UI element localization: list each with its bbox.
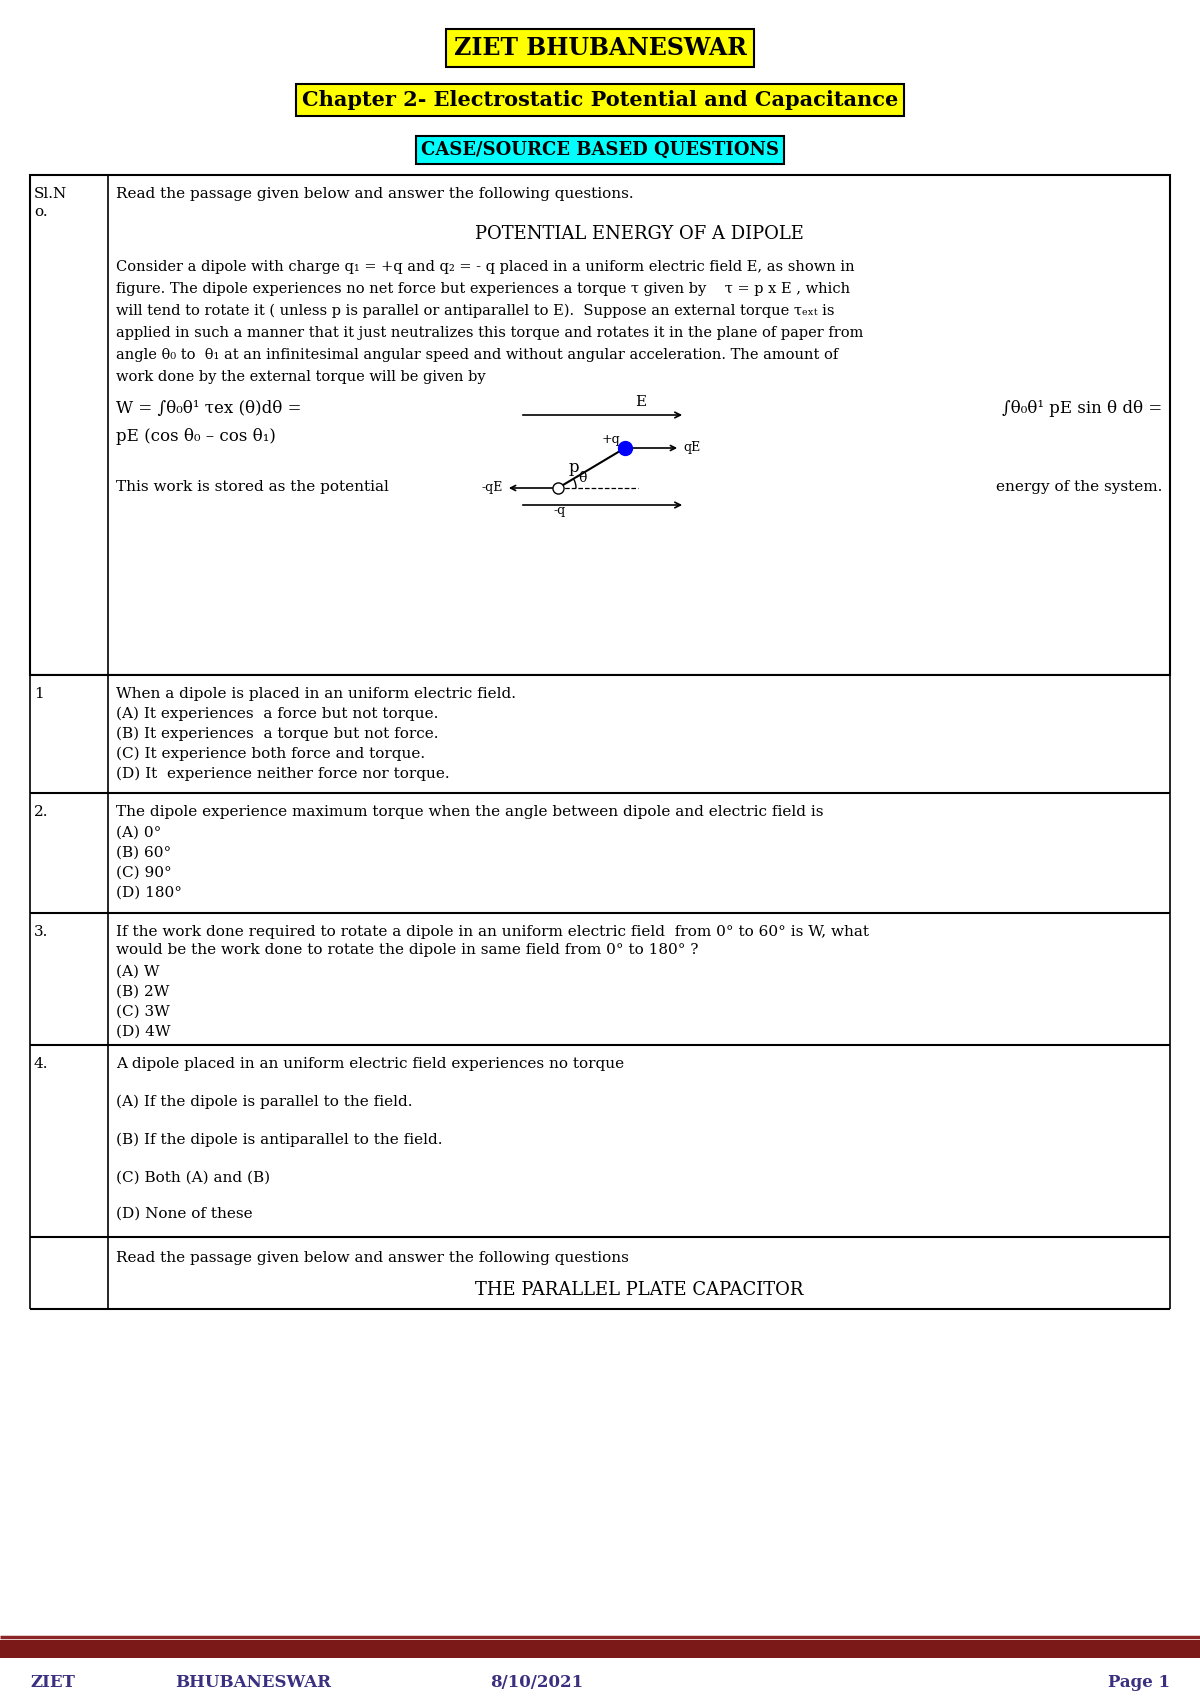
Text: BHUBANESWAR: BHUBANESWAR: [175, 1673, 331, 1690]
Text: ZIET: ZIET: [30, 1673, 74, 1690]
Text: (A) It experiences  a force but not torque.: (A) It experiences a force but not torqu…: [116, 708, 438, 721]
Bar: [30, 675, 1170, 792]
Text: Read the passage given below and answer the following questions: Read the passage given below and answer …: [116, 1251, 629, 1264]
Text: 1: 1: [34, 687, 43, 701]
Bar: [30, 1045, 1170, 1237]
Text: (B) It experiences  a torque but not force.: (B) It experiences a torque but not forc…: [116, 726, 438, 742]
Text: W = ∫θ₀θ¹ τex (θ)dθ =: W = ∫θ₀θ¹ τex (θ)dθ =: [116, 400, 301, 417]
Text: This work is stored as the potential: This work is stored as the potential: [116, 480, 389, 494]
Text: POTENTIAL ENERGY OF A DIPOLE: POTENTIAL ENERGY OF A DIPOLE: [474, 226, 804, 243]
Text: (C) 3W: (C) 3W: [116, 1005, 169, 1018]
Text: If the work done required to rotate a dipole in an uniform electric field  from : If the work done required to rotate a di…: [116, 925, 869, 938]
Text: (D) 180°: (D) 180°: [116, 886, 182, 899]
Text: (A) 0°: (A) 0°: [116, 826, 161, 840]
Bar: [30, 1237, 1170, 1308]
Text: (D) 4W: (D) 4W: [116, 1025, 170, 1039]
Text: will tend to rotate it ( unless p is parallel or antiparallel to E).  Suppose an: will tend to rotate it ( unless p is par…: [116, 304, 834, 319]
Text: -qE: -qE: [481, 482, 503, 494]
Text: +q: +q: [601, 433, 620, 446]
Text: (C) 90°: (C) 90°: [116, 865, 172, 881]
Text: figure. The dipole experiences no net force but experiences a torque τ given by : figure. The dipole experiences no net fo…: [116, 282, 850, 295]
Text: (B) 60°: (B) 60°: [116, 847, 172, 860]
Text: θ: θ: [578, 472, 587, 485]
Text: would be the work done to rotate the dipole in same field from 0° to 180° ?: would be the work done to rotate the dip…: [116, 944, 698, 957]
Text: (A) W: (A) W: [116, 966, 160, 979]
Text: o.: o.: [34, 205, 48, 219]
Text: (B) 2W: (B) 2W: [116, 984, 169, 1000]
Text: work done by the external torque will be given by: work done by the external torque will be…: [116, 370, 486, 384]
Text: (D) None of these: (D) None of these: [116, 1207, 253, 1222]
Text: 2.: 2.: [34, 804, 48, 820]
Text: pE (cos θ₀ – cos θ₁): pE (cos θ₀ – cos θ₁): [116, 428, 276, 445]
Text: (C) Both (A) and (B): (C) Both (A) and (B): [116, 1171, 270, 1185]
Text: ∫θ₀θ¹ pE sin θ dθ =: ∫θ₀θ¹ pE sin θ dθ =: [1002, 400, 1162, 417]
Text: p: p: [568, 460, 578, 477]
Text: 3.: 3.: [34, 925, 48, 938]
Text: applied in such a manner that it just neutralizes this torque and rotates it in : applied in such a manner that it just ne…: [116, 326, 863, 339]
Text: THE PARALLEL PLATE CAPACITOR: THE PARALLEL PLATE CAPACITOR: [475, 1281, 803, 1298]
Text: The dipole experience maximum torque when the angle between dipole and electric : The dipole experience maximum torque whe…: [116, 804, 823, 820]
Bar: [30, 792, 1170, 913]
Text: 4.: 4.: [34, 1057, 48, 1071]
Text: Page 1: Page 1: [1108, 1673, 1170, 1690]
Text: A dipole placed in an uniform electric field experiences no torque: A dipole placed in an uniform electric f…: [116, 1057, 624, 1071]
Text: (B) If the dipole is antiparallel to the field.: (B) If the dipole is antiparallel to the…: [116, 1134, 443, 1147]
Text: (A) If the dipole is parallel to the field.: (A) If the dipole is parallel to the fie…: [116, 1095, 413, 1110]
Bar: [30, 913, 1170, 1045]
Bar: [0, 1639, 1200, 1658]
Text: ZIET BHUBANESWAR: ZIET BHUBANESWAR: [454, 36, 746, 59]
Text: qE: qE: [683, 441, 701, 455]
Text: Consider a dipole with charge q₁ = +q and q₂ = - q placed in a uniform electric : Consider a dipole with charge q₁ = +q an…: [116, 260, 854, 273]
Text: energy of the system.: energy of the system.: [996, 480, 1162, 494]
Bar: [30, 175, 1170, 675]
Text: angle θ₀ to  θ₁ at an infinitesimal angular speed and without angular accelerati: angle θ₀ to θ₁ at an infinitesimal angul…: [116, 348, 839, 361]
Text: Sl.N: Sl.N: [34, 187, 67, 200]
Text: (C) It experience both force and torque.: (C) It experience both force and torque.: [116, 747, 425, 762]
Text: Read the passage given below and answer the following questions.: Read the passage given below and answer …: [116, 187, 634, 200]
Text: CASE/SOURCE BASED QUESTIONS: CASE/SOURCE BASED QUESTIONS: [421, 141, 779, 160]
Text: -q: -q: [554, 504, 566, 518]
Text: When a dipole is placed in an uniform electric field.: When a dipole is placed in an uniform el…: [116, 687, 516, 701]
Text: 8/10/2021: 8/10/2021: [490, 1673, 583, 1690]
Text: Chapter 2- Electrostatic Potential and Capacitance: Chapter 2- Electrostatic Potential and C…: [302, 90, 898, 110]
Text: E: E: [635, 395, 646, 409]
Text: (D) It  experience neither force nor torque.: (D) It experience neither force nor torq…: [116, 767, 450, 781]
